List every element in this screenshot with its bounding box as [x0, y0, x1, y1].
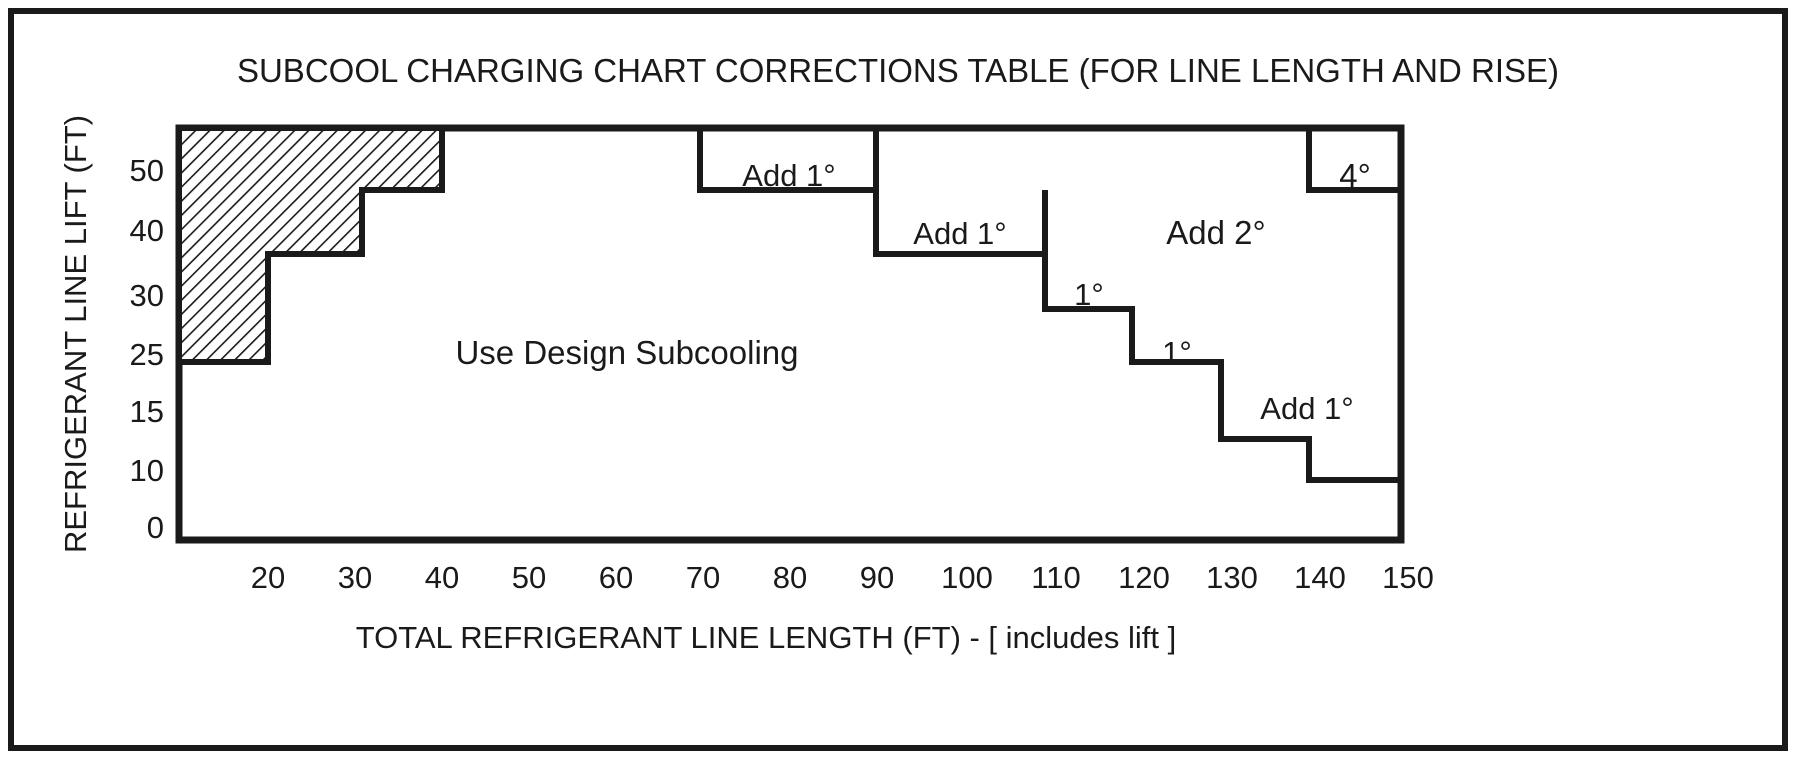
x-tick-130: 130 [1206, 560, 1258, 595]
subcool-correction-chart: SUBCOOL CHARGING CHART CORRECTIONS TABLE… [58, 52, 1559, 655]
x-tick-150: 150 [1382, 560, 1434, 595]
y-tick-25: 25 [130, 337, 164, 372]
y-tick-30: 30 [130, 278, 164, 313]
y-tick-50: 50 [130, 153, 164, 188]
x-tick-80: 80 [773, 560, 807, 595]
x-axis-title: TOTAL REFRIGERANT LINE LENGTH (FT) - [ i… [356, 620, 1177, 655]
region-label-1deg-third: 1° [1074, 277, 1104, 312]
region-label-add1-top: Add 1° [742, 158, 835, 193]
x-tick-140: 140 [1294, 560, 1346, 595]
y-tick-15: 15 [130, 394, 164, 429]
y-axis-title: REFRIGERANT LINE LIFT (FT) [58, 115, 93, 553]
x-tick-20: 20 [251, 560, 285, 595]
hatched-excluded-region [176, 125, 445, 365]
region-label-add1-bottom: Add 1° [1260, 391, 1353, 426]
region-label-add1-second: Add 1° [913, 216, 1006, 251]
x-tick-70: 70 [686, 560, 720, 595]
x-tick-110: 110 [1031, 560, 1080, 595]
x-tick-120: 120 [1118, 560, 1170, 595]
region-label-1deg-fourth: 1° [1162, 335, 1192, 370]
x-tick-90: 90 [860, 560, 894, 595]
region-label-add2: Add 2° [1166, 214, 1265, 251]
y-tick-0: 0 [147, 510, 164, 545]
x-tick-40: 40 [425, 560, 459, 595]
four-degree-box [1306, 128, 1401, 193]
x-tick-50: 50 [512, 560, 546, 595]
x-tick-60: 60 [599, 560, 633, 595]
x-tick-30: 30 [338, 560, 372, 595]
region-label-4deg: 4° [1339, 157, 1371, 194]
y-tick-40: 40 [130, 213, 164, 248]
region-label-use-design-subcooling: Use Design Subcooling [455, 334, 798, 371]
chart-title: SUBCOOL CHARGING CHART CORRECTIONS TABLE… [237, 52, 1559, 89]
x-tick-100: 100 [941, 560, 993, 595]
chart-outer-frame: SUBCOOL CHARGING CHART CORRECTIONS TABLE… [8, 8, 1788, 751]
y-tick-10: 10 [130, 453, 164, 488]
